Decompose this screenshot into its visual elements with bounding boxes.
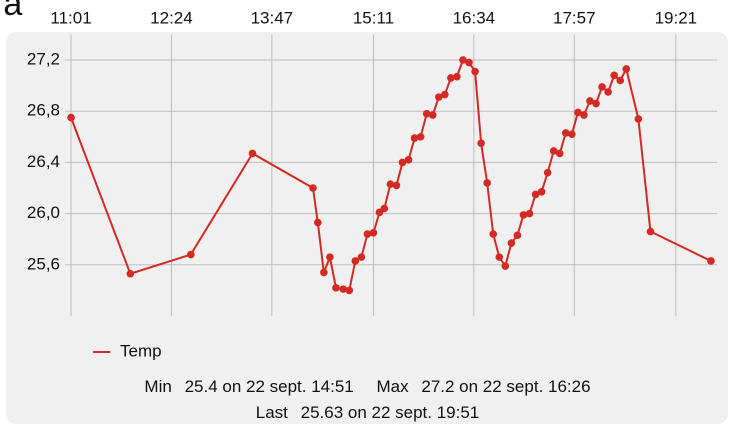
point — [525, 209, 534, 218]
point — [351, 257, 360, 265]
legend-label: Temp — [120, 341, 162, 360]
x-tick-label: 19:21 — [655, 8, 698, 27]
point — [392, 181, 401, 190]
point — [422, 109, 431, 118]
last-value: 25.63 on 22 sept. 19:51 — [300, 403, 480, 422]
point — [339, 285, 348, 293]
point — [471, 67, 479, 76]
point — [357, 253, 366, 261]
point — [459, 56, 467, 64]
stats-row: Last 25.63 on 22 sept. 19:51 — [0, 403, 735, 423]
point — [326, 253, 334, 261]
point — [248, 149, 257, 158]
x-tick-label: 13:47 — [251, 8, 294, 27]
point — [369, 229, 378, 237]
y-tick-label: 26,8 — [27, 101, 60, 120]
point — [561, 129, 570, 137]
x-tick-label: 15:11 — [353, 8, 394, 27]
chart-card — [6, 32, 728, 424]
point — [531, 190, 540, 199]
point — [495, 253, 504, 261]
point — [634, 115, 643, 123]
point — [610, 71, 618, 80]
point — [447, 74, 455, 82]
point — [574, 108, 582, 117]
point — [592, 99, 600, 108]
point — [187, 250, 195, 259]
title: ra — [0, 0, 22, 23]
point — [622, 65, 631, 73]
point — [398, 158, 407, 167]
point — [707, 257, 715, 265]
min-label: Min — [144, 377, 172, 396]
point — [410, 134, 419, 142]
line — [70, 58, 712, 292]
point — [598, 83, 606, 91]
min-value: 25.4 on 22 sept. 14:51 — [184, 377, 354, 396]
point — [453, 72, 461, 81]
point — [386, 180, 395, 188]
point — [616, 76, 625, 85]
point — [537, 188, 546, 196]
y-tick-label: 26,0 — [27, 203, 60, 222]
point — [441, 90, 449, 99]
point — [477, 139, 485, 147]
point — [549, 147, 558, 155]
last-label: Last — [255, 403, 288, 422]
point — [568, 130, 576, 139]
point — [428, 111, 437, 119]
point — [126, 269, 135, 278]
point — [580, 111, 588, 119]
y-tick-label: 25,6 — [27, 254, 60, 273]
point — [489, 230, 498, 238]
max-label: Max — [376, 377, 409, 396]
point — [586, 97, 594, 105]
point — [314, 218, 322, 227]
point — [513, 231, 522, 240]
point — [507, 239, 516, 247]
point — [332, 284, 340, 292]
max-value: 27.2 on 22 sept. 16:26 — [421, 377, 591, 396]
point — [309, 184, 317, 192]
x-tick-label: 12:24 — [150, 8, 193, 27]
point — [345, 286, 354, 295]
point — [519, 211, 528, 219]
point — [604, 88, 612, 96]
x-tick-label: 11:01 — [50, 8, 91, 27]
point — [67, 113, 75, 122]
point — [465, 58, 473, 67]
x-tick-label: 16:34 — [453, 8, 496, 27]
x-tick-label: 17:57 — [553, 8, 596, 27]
point — [434, 93, 443, 101]
point — [483, 179, 491, 187]
point — [380, 204, 389, 213]
point — [501, 262, 510, 270]
point — [543, 168, 552, 177]
point — [363, 230, 372, 238]
stats-row: Min 25.4 on 22 sept. 14:51 Max 27.2 on 2… — [0, 377, 735, 397]
point — [404, 156, 413, 164]
y-tick-label: 26,4 — [27, 152, 60, 171]
point — [320, 268, 328, 277]
point — [555, 149, 564, 158]
point — [416, 133, 425, 141]
y-tick-label: 27,2 — [27, 49, 60, 68]
point — [646, 227, 655, 236]
